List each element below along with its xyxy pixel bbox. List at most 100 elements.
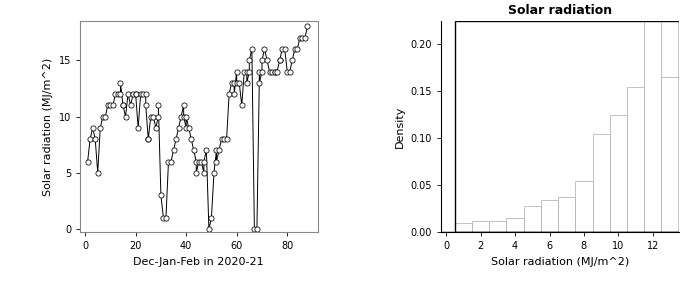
Point — [271, 69, 283, 74]
Bar — [627, 87, 644, 232]
Point — [143, 137, 154, 142]
Point — [155, 193, 166, 198]
Point — [191, 170, 202, 175]
Point — [254, 69, 265, 74]
Point — [90, 137, 101, 142]
Y-axis label: Solar radiation (MJ/m^2): Solar radiation (MJ/m^2) — [43, 58, 53, 196]
Point — [140, 103, 151, 108]
Point — [130, 91, 141, 96]
Point — [97, 114, 109, 119]
Point — [153, 114, 164, 119]
Point — [160, 215, 171, 220]
Point — [127, 91, 139, 96]
Point — [221, 137, 232, 142]
Point — [145, 114, 157, 119]
Point — [282, 69, 293, 74]
Point — [244, 69, 255, 74]
Point — [198, 170, 209, 175]
Point — [171, 137, 182, 142]
Point — [214, 148, 225, 153]
Point — [153, 103, 164, 108]
Bar — [489, 221, 507, 232]
Point — [133, 125, 144, 130]
Point — [112, 91, 123, 96]
Point — [82, 159, 93, 164]
Y-axis label: Density: Density — [395, 105, 405, 148]
Point — [279, 46, 290, 51]
Point — [226, 80, 237, 85]
Point — [274, 58, 285, 63]
Point — [206, 215, 217, 220]
Point — [262, 58, 273, 63]
Point — [148, 114, 159, 119]
Bar — [592, 134, 610, 232]
Point — [100, 114, 111, 119]
Bar — [558, 197, 576, 232]
Point — [193, 159, 205, 164]
Bar — [576, 181, 592, 232]
Point — [249, 227, 260, 232]
Title: Solar radiation: Solar radiation — [508, 4, 612, 17]
Point — [242, 69, 253, 74]
Point — [110, 91, 121, 96]
Point — [173, 125, 184, 130]
Point — [158, 215, 169, 220]
Point — [274, 58, 285, 63]
Point — [198, 159, 209, 164]
Point — [191, 159, 202, 164]
Point — [231, 69, 242, 74]
Point — [180, 125, 191, 130]
Point — [138, 91, 149, 96]
X-axis label: Solar radiation (MJ/m^2): Solar radiation (MJ/m^2) — [491, 257, 629, 267]
Point — [107, 103, 118, 108]
Point — [228, 91, 239, 96]
Point — [85, 137, 96, 142]
Point — [125, 103, 136, 108]
Point — [208, 170, 219, 175]
Point — [118, 103, 129, 108]
Point — [299, 35, 310, 40]
Point — [219, 137, 230, 142]
Point — [186, 137, 197, 142]
Point — [292, 46, 303, 51]
Point — [287, 58, 298, 63]
Point — [140, 91, 151, 96]
Point — [95, 125, 106, 130]
Point — [231, 80, 242, 85]
Point — [284, 69, 295, 74]
Point — [228, 80, 239, 85]
Point — [180, 114, 191, 119]
X-axis label: Dec-Jan-Feb in 2020-21: Dec-Jan-Feb in 2020-21 — [134, 257, 264, 267]
Bar — [661, 77, 679, 232]
Point — [92, 170, 103, 175]
Point — [239, 69, 250, 74]
Point — [246, 46, 258, 51]
Point — [223, 91, 235, 96]
Point — [135, 91, 146, 96]
Point — [201, 148, 212, 153]
Point — [211, 159, 222, 164]
Point — [302, 24, 313, 29]
Point — [267, 69, 278, 74]
Point — [178, 114, 189, 119]
Point — [264, 69, 275, 74]
Bar — [455, 223, 472, 232]
Point — [276, 46, 287, 51]
Point — [251, 227, 262, 232]
Point — [163, 159, 174, 164]
Point — [203, 227, 214, 232]
Point — [183, 125, 194, 130]
Point — [115, 91, 126, 96]
Point — [105, 103, 116, 108]
Point — [244, 58, 255, 63]
Point — [234, 80, 245, 85]
Point — [290, 46, 301, 51]
Point — [236, 103, 247, 108]
Bar — [507, 218, 523, 232]
Point — [102, 103, 113, 108]
Point — [150, 125, 161, 130]
Point — [294, 35, 306, 40]
Point — [196, 159, 207, 164]
Point — [143, 137, 154, 142]
Point — [87, 125, 98, 130]
